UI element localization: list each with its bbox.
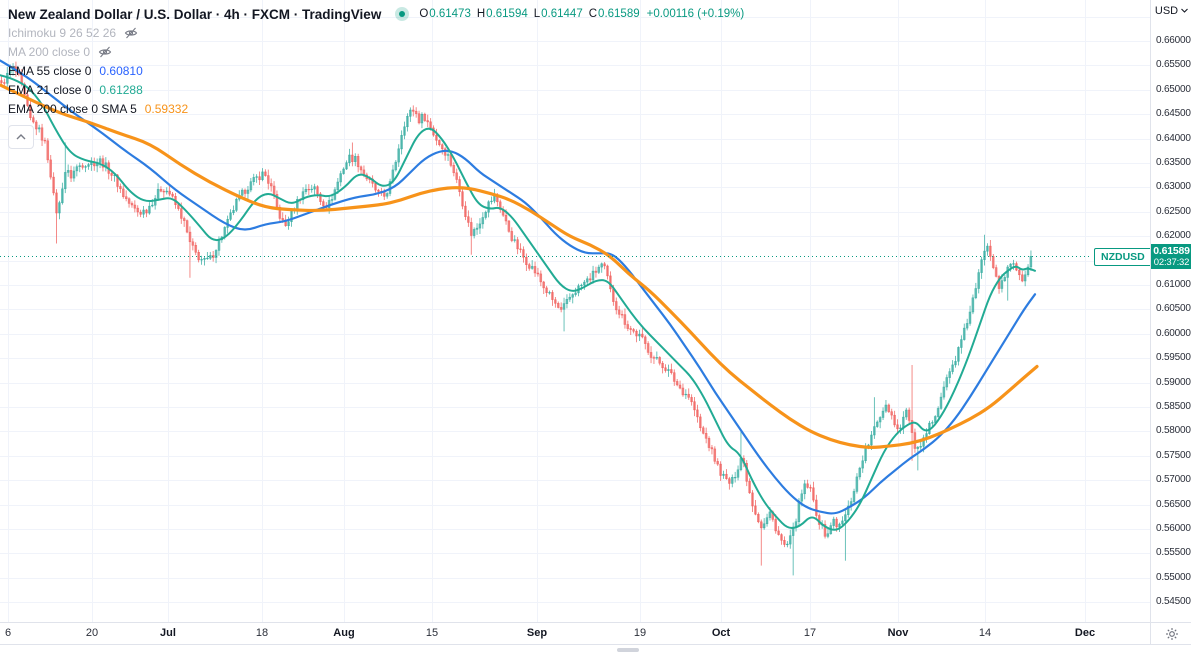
grid-horizontal — [0, 17, 1150, 603]
price-axis-currency-selector[interactable]: USD — [1151, 0, 1191, 21]
ohlc-high-label: H — [476, 8, 486, 20]
price-tick: 0.56500 — [1156, 499, 1191, 510]
price-tick: 0.59500 — [1156, 352, 1191, 363]
time-tick: Aug — [333, 627, 355, 639]
price-tick: 0.62500 — [1156, 206, 1191, 217]
ohlc-close-label: C — [588, 8, 598, 20]
indicator-value: 0.60810 — [99, 63, 143, 78]
indicator-row-ichimoku[interactable]: Ichimoku 9 26 52 26 — [8, 23, 744, 42]
time-tick: 20 — [85, 627, 99, 639]
price-tick: 0.63500 — [1156, 157, 1191, 168]
chevron-up-icon — [16, 134, 26, 140]
ohlc-open-label: O — [419, 8, 429, 20]
time-tick: Dec — [1074, 627, 1096, 639]
indicator-row-ema55[interactable]: EMA 55 close 0 0.60810 — [8, 61, 744, 80]
chart-pane[interactable]: New Zealand Dollar / U.S. Dollar · 4h · … — [0, 0, 1150, 622]
currency-label: USD — [1154, 4, 1179, 17]
ohlc-open-value: 0.61473 — [429, 8, 471, 20]
price-tick: 0.58000 — [1156, 425, 1191, 436]
legend-overlay: New Zealand Dollar / U.S. Dollar · 4h · … — [8, 5, 744, 149]
price-tick: 0.60000 — [1156, 328, 1191, 339]
time-tick: Jul — [160, 627, 176, 639]
current-price-value: 0.61589 — [1153, 244, 1190, 257]
current-price-box[interactable]: 0.61589 02:37:32 — [1151, 243, 1191, 269]
price-change-value: +0.00116 (+0.19%) — [646, 8, 745, 20]
ohlc-low-label: L — [533, 8, 541, 20]
time-tick: 18 — [255, 627, 269, 639]
ma-line-ema21 — [0, 74, 1036, 531]
time-tick: 6 — [4, 627, 12, 639]
ohlc-low-value: 0.61447 — [541, 8, 583, 20]
price-tick: 0.65500 — [1156, 59, 1191, 70]
price-axis[interactable]: USD 0.665000.660000.655000.650000.645000… — [1150, 0, 1191, 622]
time-tick: 15 — [425, 627, 439, 639]
price-tick: 0.64000 — [1156, 133, 1191, 144]
time-tick: Oct — [711, 627, 731, 639]
price-tick: 0.61000 — [1156, 279, 1191, 290]
indicator-label: EMA 200 close 0 SMA 5 — [8, 101, 137, 116]
bar-countdown: 02:37:32 — [1153, 256, 1190, 268]
indicator-value: 0.61288 — [99, 82, 143, 97]
indicator-value: 0.59332 — [144, 101, 189, 116]
candlestick-chart[interactable] — [0, 0, 1150, 622]
price-tick: 0.58500 — [1156, 401, 1191, 412]
price-tick: 0.55500 — [1156, 547, 1191, 558]
time-tick: 17 — [803, 627, 817, 639]
indicator-label: MA 200 close 0 — [8, 44, 91, 59]
collapse-legend-button[interactable] — [8, 125, 34, 149]
ma-line-ema200 — [0, 83, 1039, 449]
price-tick: 0.64500 — [1156, 108, 1191, 119]
price-tick: 0.66000 — [1156, 35, 1191, 46]
symbol-price-badge[interactable]: NZDUSD — [1094, 247, 1150, 266]
time-tick: 14 — [978, 627, 992, 639]
time-tick: Sep — [526, 627, 548, 639]
eye-hidden-icon[interactable] — [98, 45, 112, 59]
eye-hidden-icon[interactable] — [124, 26, 138, 40]
market-status-icon — [395, 7, 410, 21]
price-tick: 0.60500 — [1156, 303, 1191, 314]
time-axis[interactable]: 6 20 Jul 18 Aug 15 Sep 19 Oct 17 Nov 14 Dec — [0, 622, 1150, 645]
price-tick: 0.59000 — [1156, 377, 1191, 388]
price-tick: 0.57000 — [1156, 474, 1191, 485]
gear-icon — [1165, 628, 1178, 640]
symbol-title[interactable]: New Zealand Dollar / U.S. Dollar · 4h · … — [8, 6, 382, 22]
price-tick: 0.54500 — [1156, 596, 1191, 607]
indicator-row-ema21[interactable]: EMA 21 close 0 0.61288 — [8, 80, 744, 99]
chevron-down-icon — [1181, 8, 1188, 13]
time-tick: 19 — [633, 627, 647, 639]
price-tick: 0.55000 — [1156, 572, 1191, 583]
price-tick: 0.56000 — [1156, 523, 1191, 534]
axis-settings-corner[interactable] — [1150, 622, 1191, 645]
ohlc-close-value: 0.61589 — [598, 8, 640, 20]
indicator-row-ema200[interactable]: EMA 200 close 0 SMA 5 0.59332 — [8, 99, 744, 118]
pane-resize-handle[interactable] — [617, 648, 639, 652]
indicator-label: EMA 21 close 0 — [8, 82, 92, 97]
price-tick: 0.65000 — [1156, 84, 1191, 95]
indicator-label: Ichimoku 9 26 52 26 — [8, 25, 117, 40]
time-tick: Nov — [887, 627, 909, 639]
bottom-strip — [0, 644, 1191, 655]
price-tick: 0.62000 — [1156, 230, 1191, 241]
price-tick: 0.57500 — [1156, 450, 1191, 461]
ma-line-ema55 — [0, 59, 1037, 515]
price-tick: 0.63000 — [1156, 181, 1191, 192]
ohlc-high-value: 0.61594 — [486, 8, 528, 20]
symbol-title-row: New Zealand Dollar / U.S. Dollar · 4h · … — [8, 5, 744, 23]
indicator-row-ma200[interactable]: MA 200 close 0 — [8, 42, 744, 61]
indicator-label: EMA 55 close 0 — [8, 63, 92, 78]
